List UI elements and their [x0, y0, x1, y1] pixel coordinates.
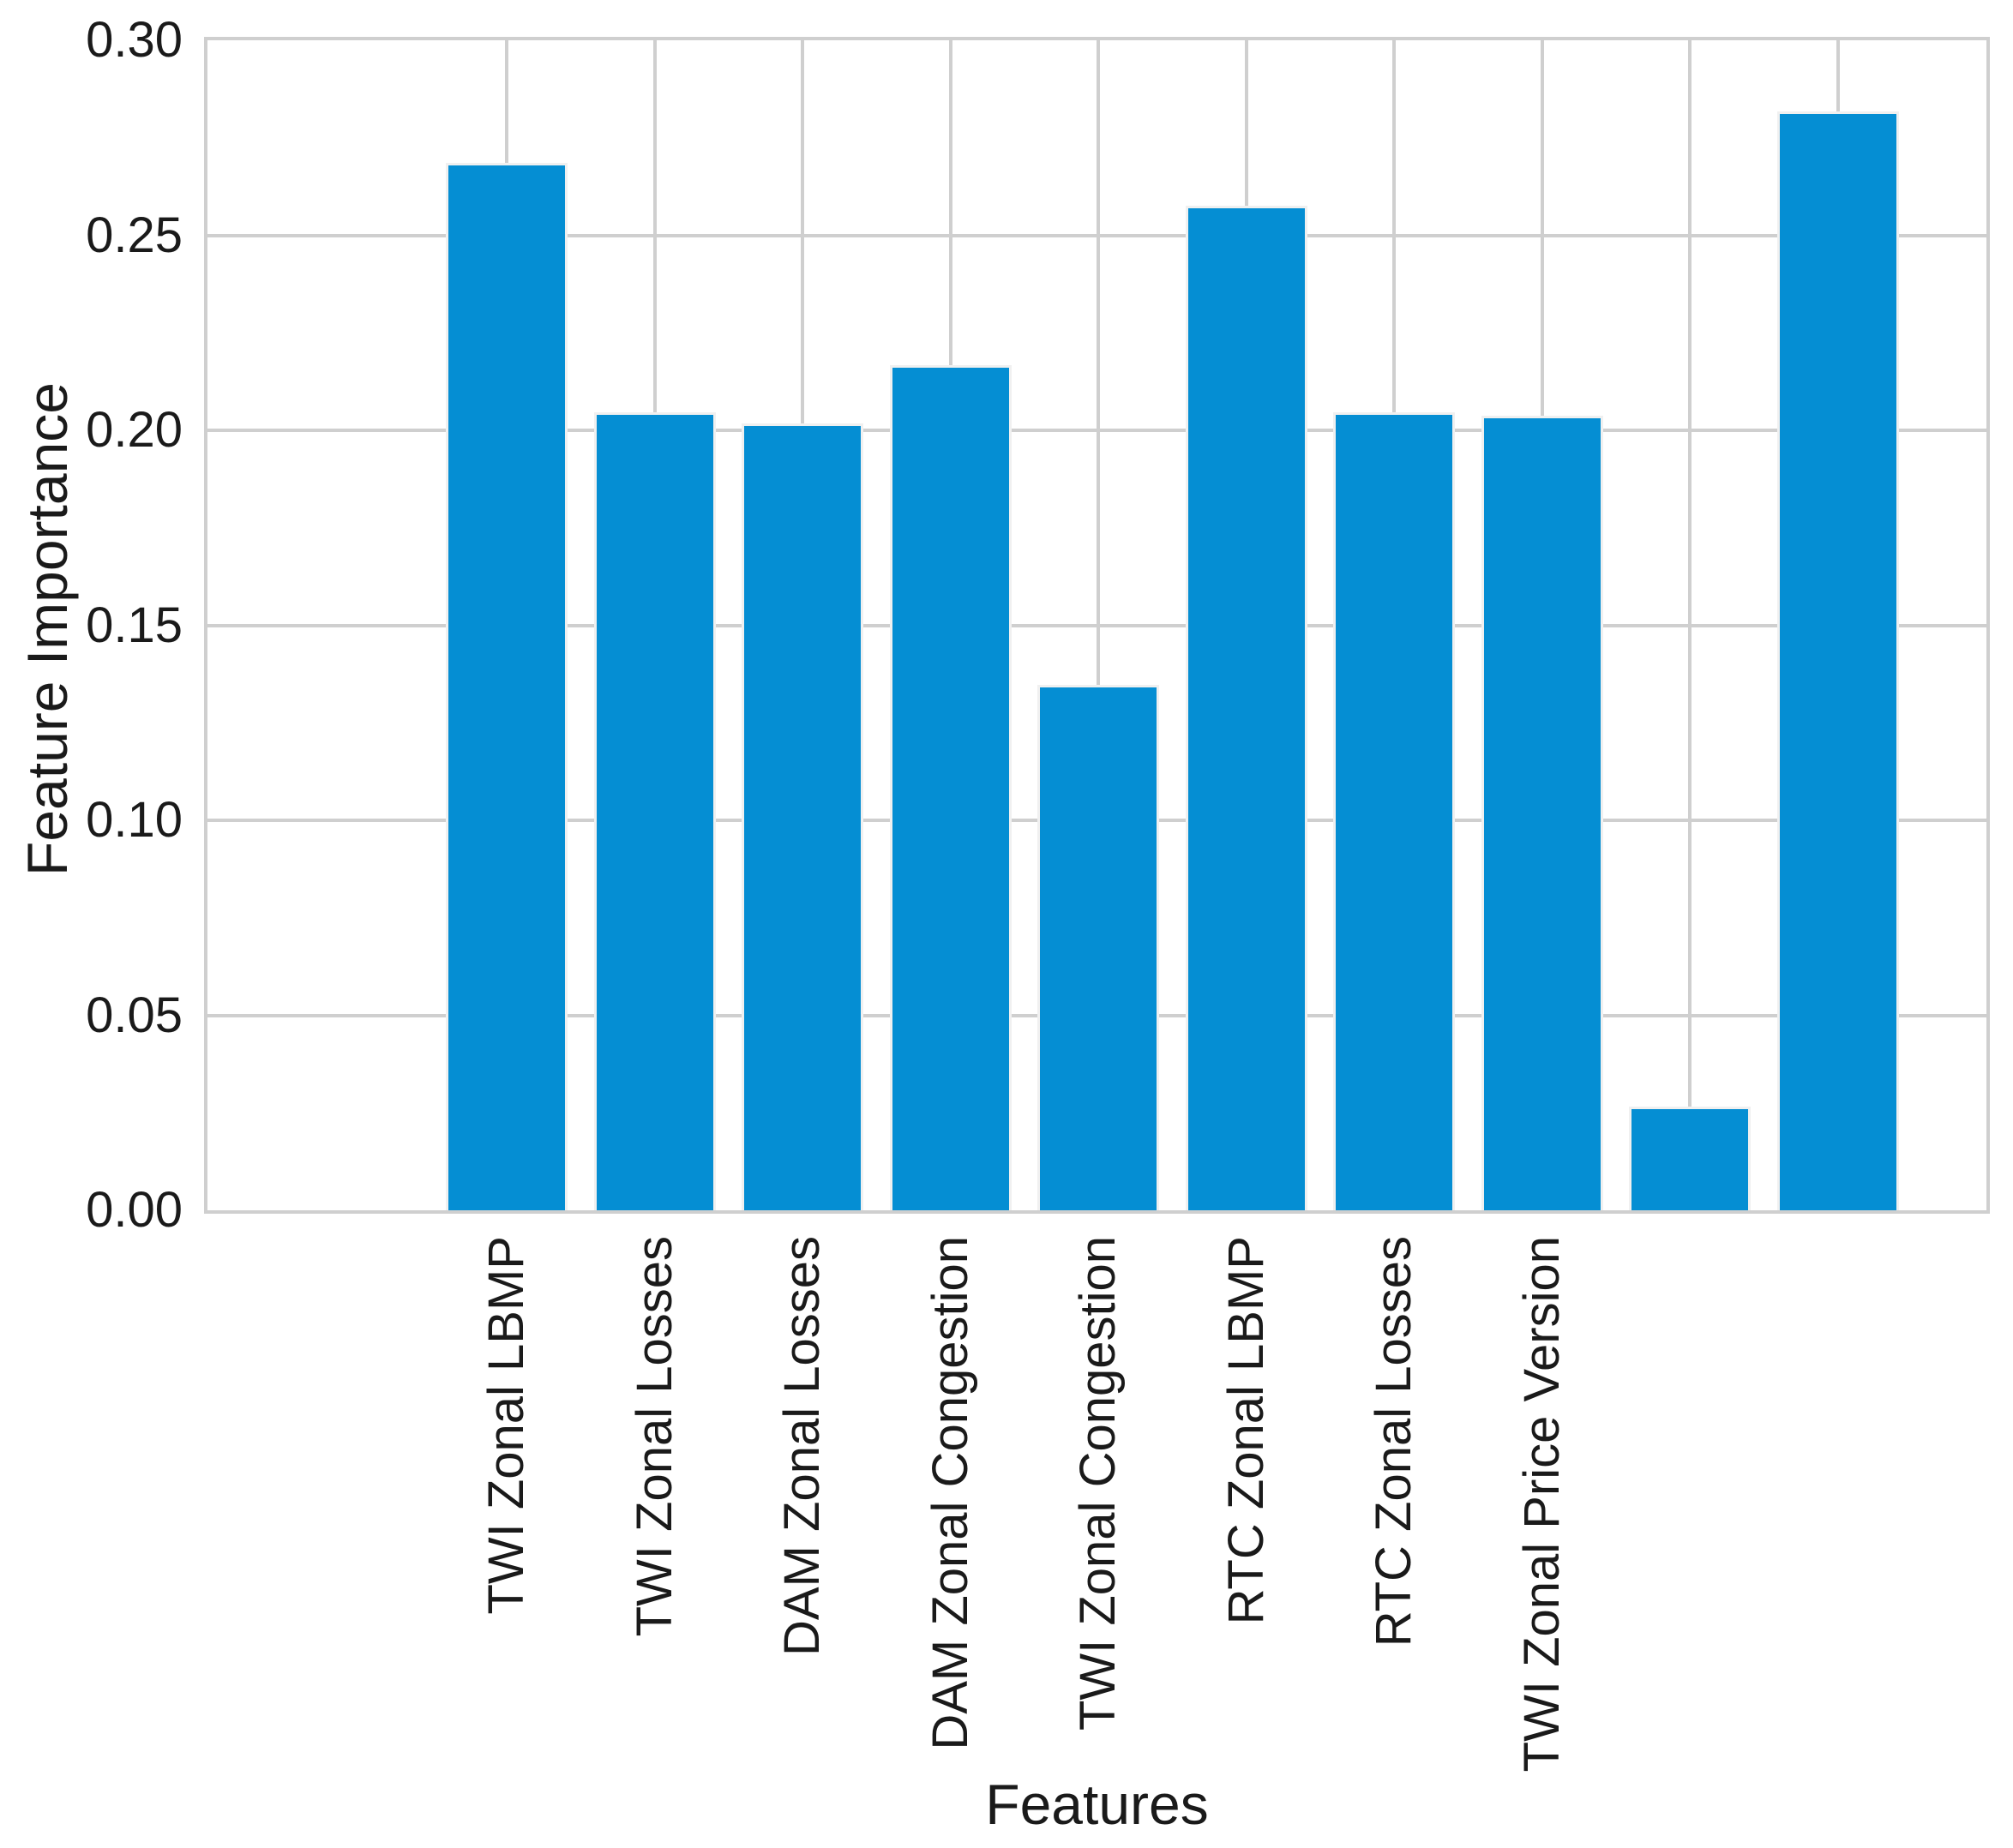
bar	[593, 411, 716, 1210]
bar	[1629, 1106, 1752, 1210]
x-tick-label: TWI Zonal Price Version	[1514, 1236, 2013, 1772]
bar	[446, 162, 568, 1210]
x-tick-label-text: TWI Zonal LBMP	[478, 1236, 534, 1615]
x-tick-label-text: RTC Zonal Losses	[1366, 1236, 1422, 1647]
x-gridline	[1097, 40, 1101, 1210]
x-tick-label-text: TWI Zonal Price Version	[1513, 1236, 1570, 1773]
plot-area	[204, 37, 1990, 1214]
x-tick-label-text: DAM Zonal Congestion	[922, 1236, 978, 1750]
y-tick-label: 0.00	[86, 1182, 183, 1238]
bar	[1333, 411, 1456, 1210]
bar	[1185, 205, 1307, 1210]
y-tick-label: 0.30	[86, 12, 183, 68]
x-axis-label: Features	[985, 1773, 1209, 1836]
bar	[1481, 416, 1603, 1210]
x-tick-label-text: DAM Zonal Losses	[774, 1236, 831, 1656]
y-tick-label: 0.10	[86, 792, 183, 848]
x-tick-label-text: TWI Zonal Congestion	[1070, 1236, 1127, 1731]
x-tick-label-text: TWI Zonal Losses	[626, 1236, 682, 1637]
bar	[1037, 685, 1160, 1210]
bar	[1776, 111, 1899, 1210]
y-tick-label: 0.05	[86, 987, 183, 1043]
y-tick-label: 0.15	[86, 597, 183, 653]
bar	[889, 365, 1012, 1210]
x-gridline	[1688, 40, 1692, 1210]
x-tick-label-text: RTC Zonal LBMP	[1217, 1236, 1274, 1625]
y-tick-label: 0.25	[86, 207, 183, 263]
bar	[742, 423, 864, 1210]
y-tick-label: 0.20	[86, 402, 183, 458]
